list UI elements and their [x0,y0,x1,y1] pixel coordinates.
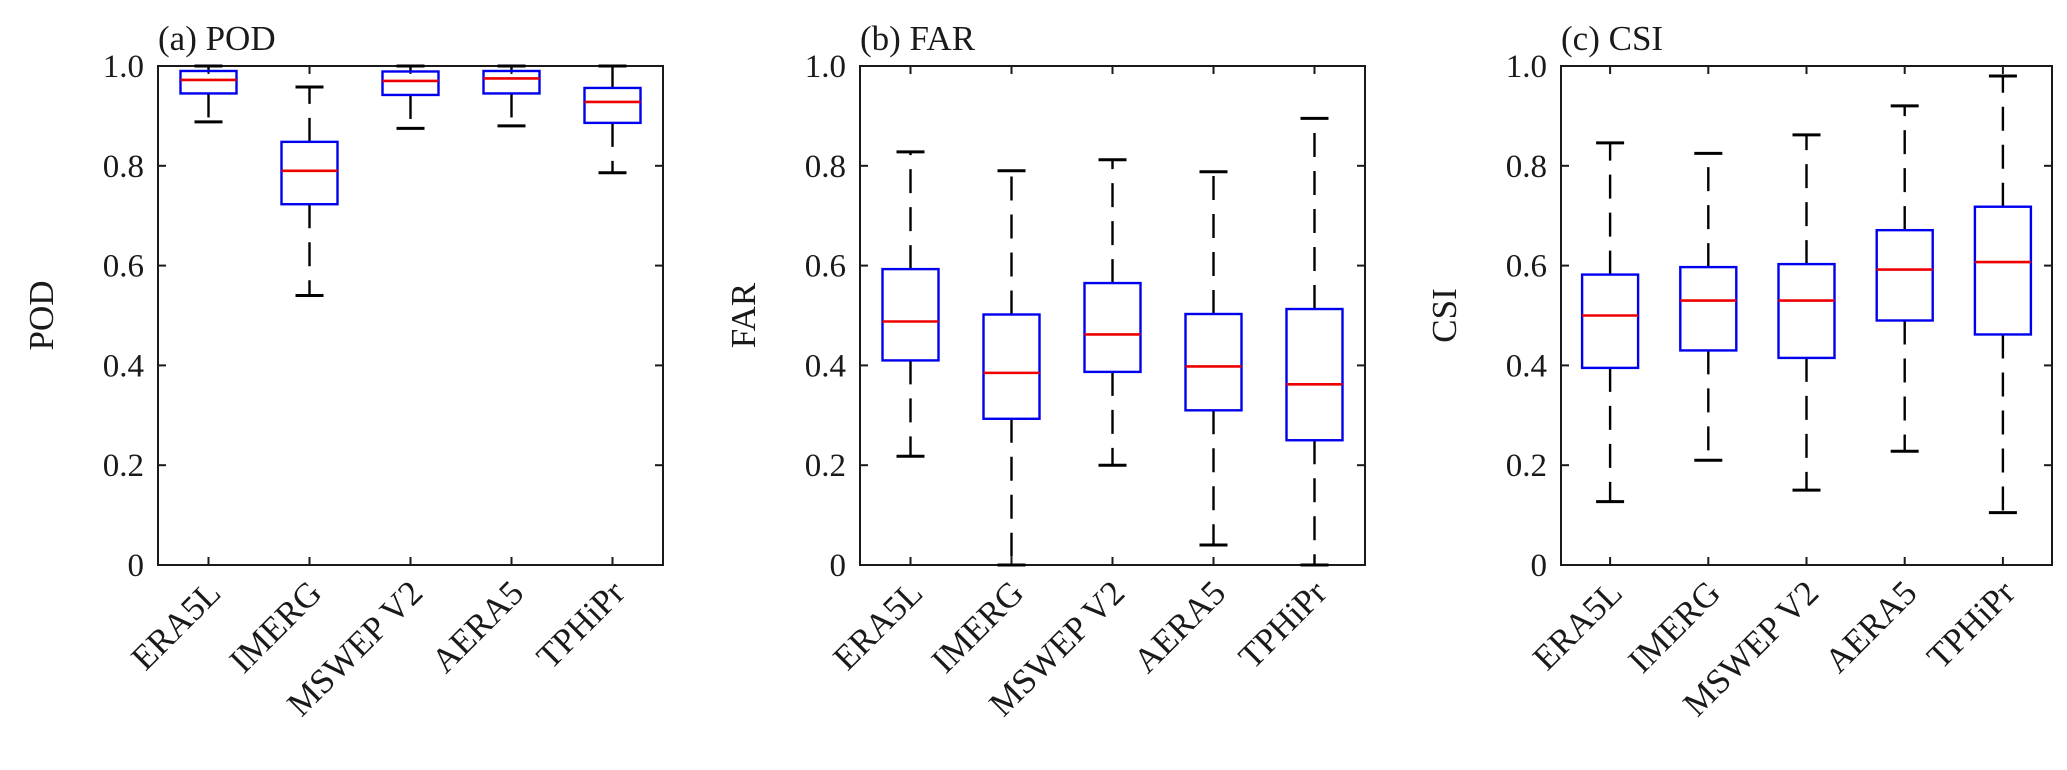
iqr-box [1777,262,1836,360]
box-mswep-v2 [1083,158,1142,467]
iqr-box [1679,265,1738,352]
iqr-box [1875,228,1934,322]
box-aera5 [1184,170,1243,547]
y-tick-label: 0.8 [1506,149,1547,185]
iqr-box [583,86,642,125]
y-tick-label: 0.8 [805,149,846,185]
y-tick-label: 1.0 [805,49,846,85]
iqr-box [179,69,238,95]
box-era5l [881,150,940,458]
iqr-box [881,267,940,362]
x-tick-label: AERA5 [1126,573,1233,680]
y-tick-label: 0.4 [805,348,846,384]
y-tick-label: 0.2 [805,448,846,484]
y-tick-label: 0.4 [1506,348,1547,384]
y-tick-label: 0 [1531,548,1548,584]
x-tick-label: ERA5L [826,573,931,678]
iqr-box [1973,205,2033,336]
panel-title: (a) POD [158,19,276,58]
iqr-box [1580,273,1640,370]
y-tick-label: 0.6 [805,249,846,285]
box-mswep-v2 [1777,133,1836,492]
panel-title: (c) CSI [1561,19,1663,58]
iqr-box [381,70,440,97]
chart-panel-1: (a) PODPOD00.20.40.60.81.0ERA5LIMERGMSWE… [22,19,664,724]
y-tick-label: 0.8 [103,149,144,185]
box-imerg [1679,151,1738,462]
box-tphipr [583,64,642,175]
chart-panel-3: (c) CSICSI00.20.40.60.81.0ERA5LIMERGMSWE… [1425,19,2053,724]
y-tick-label: 0.2 [103,448,144,484]
y-tick-label: 0 [128,548,145,584]
box-mswep-v2 [381,64,440,130]
y-axis-label: CSI [1425,288,1464,342]
iqr-box [982,313,1041,420]
plot-frame [859,65,1366,566]
y-tick-label: 0 [830,548,847,584]
panel-title: (b) FAR [860,19,976,58]
box-imerg [280,85,339,298]
iqr-box [482,69,541,95]
iqr-box [1083,281,1142,374]
x-tick-label: ERA5L [124,573,229,678]
y-tick-label: 1.0 [103,49,144,85]
y-tick-label: 0.2 [1506,448,1547,484]
box-tphipr [1973,74,2033,515]
box-tphipr [1285,116,1344,567]
y-tick-label: 0.4 [103,348,144,384]
box-aera5 [1875,104,1934,453]
x-tick-label: TPHiPr [1919,573,2022,676]
y-tick-label: 0.6 [103,249,144,285]
x-tick-label: TPHiPr [1231,573,1334,676]
chart-panel-2: (b) FARFAR00.20.40.60.81.0ERA5LIMERGMSWE… [724,19,1366,724]
iqr-box [1184,312,1243,412]
y-axis-label: FAR [724,282,763,348]
iqr-box [1285,307,1344,442]
y-tick-label: 0.6 [1506,249,1547,285]
box-era5l [179,64,238,124]
box-era5l [1580,141,1640,504]
x-tick-label: AERA5 [424,573,531,680]
box-imerg [982,169,1041,567]
x-tick-label: TPHiPr [529,573,632,676]
x-tick-label: AERA5 [1817,573,1924,680]
y-axis-label: POD [22,280,61,350]
iqr-box [280,140,339,206]
plot-frame [157,65,664,566]
box-aera5 [482,64,541,128]
y-tick-label: 1.0 [1506,49,1547,85]
x-tick-label: ERA5L [1525,573,1630,678]
